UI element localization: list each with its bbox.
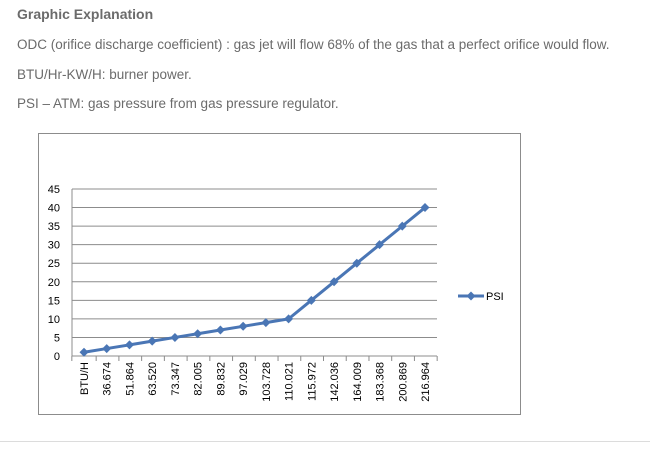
x-tick-label: 63.520 (147, 362, 159, 396)
data-point-psi (420, 203, 430, 213)
bottom-divider (0, 441, 650, 442)
x-tick-label: 103.728 (261, 362, 273, 402)
x-tick-label: 36.674 (102, 362, 114, 396)
psi-line-chart: 0 5 10 15 20 25 30 35 40 45 BTU/H 36.674 51.864 63.52… (48, 184, 504, 402)
data-point-psi (102, 344, 112, 354)
data-point-psi (352, 258, 362, 268)
data-point-psi (193, 329, 203, 339)
y-tick-label: 40 (48, 203, 60, 215)
y-tick-label: 15 (48, 295, 60, 307)
data-point-psi (306, 295, 316, 305)
data-point-psi (170, 332, 180, 342)
data-point-psi (261, 318, 271, 328)
data-point-psi (147, 336, 157, 346)
x-tick-label: 51.864 (124, 362, 136, 396)
series-line-psi (83, 206, 426, 354)
y-tick-label: 25 (48, 258, 60, 270)
chart-frame: 0 5 10 15 20 25 30 35 40 45 BTU/H 36.674 51.864 63.52… (38, 133, 521, 415)
y-tick-label: 35 (48, 221, 60, 233)
legend-marker (466, 291, 476, 301)
data-point-psi (79, 347, 89, 357)
x-tick-label: 110.021 (284, 362, 296, 401)
data-point-psi (397, 221, 407, 231)
x-tick-label: 89.832 (215, 362, 227, 396)
x-tick-label: 164.009 (352, 362, 364, 402)
x-tick-label: 82.005 (193, 362, 205, 396)
data-point-psi (329, 277, 339, 287)
x-tick-label: 183.368 (375, 362, 387, 402)
x-tick-label: 142.036 (329, 362, 341, 402)
btu-explanation: BTU/Hr-KW/H: burner power. (17, 67, 192, 82)
y-tick-label: 20 (48, 277, 60, 289)
y-tick-label: 45 (48, 184, 60, 196)
data-point-psi (238, 321, 248, 331)
y-tick-label: 10 (48, 314, 60, 326)
data-point-psi (375, 240, 385, 250)
x-tick-label: 97.029 (238, 362, 250, 396)
x-tick-label: 73.347 (170, 362, 182, 396)
y-tick-label: 30 (48, 240, 60, 252)
data-point-psi (284, 314, 294, 324)
x-tick-label: BTU/H (79, 362, 91, 395)
y-tick-label: 0 (54, 351, 60, 363)
odc-explanation: ODC (orifice discharge coefficient) : ga… (17, 37, 610, 52)
x-tick-label: 216.964 (420, 362, 432, 402)
psi-explanation: PSI – ATM: gas pressure from gas pressur… (17, 96, 339, 111)
legend-label: PSI (486, 291, 504, 303)
data-point-psi (215, 325, 225, 335)
data-point-psi (124, 340, 134, 350)
x-tick-label: 200.869 (397, 362, 409, 402)
y-tick-label: 5 (54, 332, 60, 344)
section-heading: Graphic Explanation (17, 6, 154, 22)
x-tick-label: 115.972 (306, 362, 318, 401)
